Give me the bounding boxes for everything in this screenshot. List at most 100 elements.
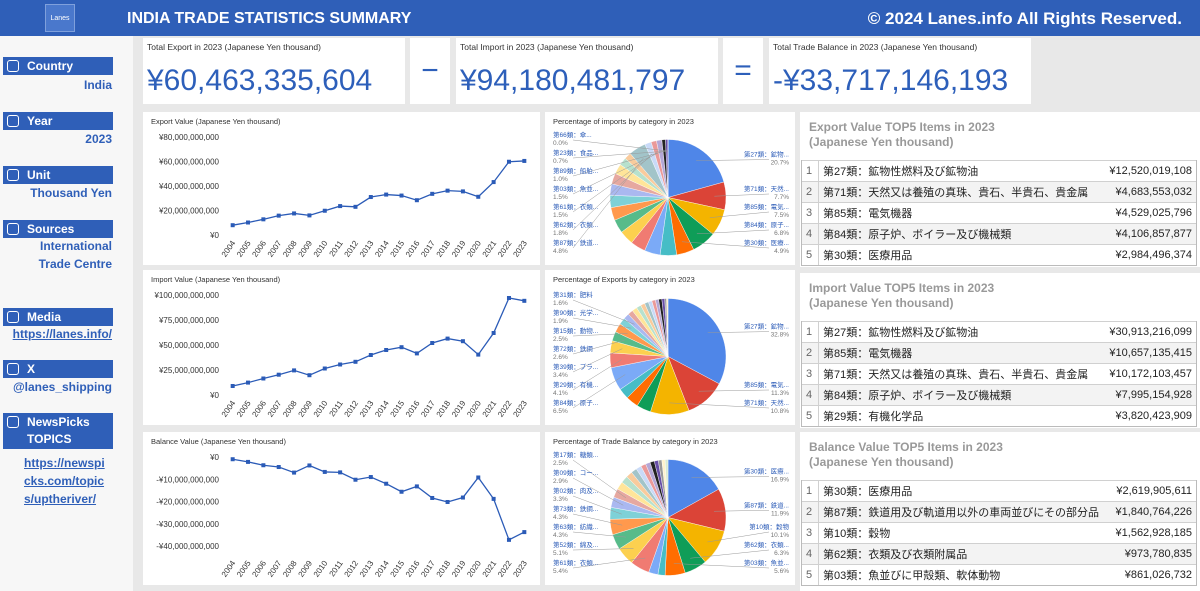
leader-line	[572, 150, 665, 177]
marker	[292, 368, 297, 373]
chart-title: Balance Value (Japanese Yen thousand)	[151, 437, 286, 446]
table-wrap: 1 第30類：医療用品 ¥2,619,905,611 2 第87類：鉄道用及び軌道用以外…	[801, 480, 1197, 586]
sidebar-label: X	[3, 360, 113, 378]
header-bar: Lanes INDIA TRADE STATISTICS SUMMARY © 2…	[0, 0, 1200, 36]
table-row: 4 第62類：衣類及び衣類附属品 ¥973,780,835	[802, 543, 1196, 565]
y-tick-label: -¥20,000,000,000	[156, 498, 219, 507]
marker	[522, 158, 527, 163]
leader-line	[713, 510, 770, 512]
leader-line	[572, 495, 622, 515]
sidebar-label: Sources	[3, 220, 113, 238]
marker	[353, 359, 358, 364]
leader-line	[572, 348, 623, 373]
pie-label: 第72類：鉄鋼	[553, 344, 593, 353]
pie-value-label: 1.8%	[553, 230, 568, 237]
pie-label: 第30類：医療...	[744, 238, 789, 247]
sidebar-link[interactable]: https://lanes.info/	[12, 327, 112, 341]
pie-value-label: 2.9%	[553, 478, 568, 485]
pie-value-label: 4.1%	[553, 390, 568, 397]
marker	[476, 475, 481, 480]
y-tick-label: ¥80,000,000,000	[158, 133, 220, 142]
leader-line	[707, 331, 770, 333]
kpi-label: Total Trade Balance in 2023 (Japanese Ye…	[773, 42, 978, 52]
value-cell: ¥7,995,154,928	[1102, 384, 1196, 406]
pie-label: 第85類：電気...	[744, 380, 789, 389]
chart-title: Export Value (Japanese Yen thousand)	[151, 117, 281, 126]
marker	[430, 341, 435, 345]
marker	[276, 213, 281, 218]
sidebar-link[interactable]: https://newspicks.com/topics/uptheriver/	[24, 456, 105, 506]
chart-card	[143, 270, 540, 425]
rank-cell: 1	[802, 160, 819, 182]
pie-slice	[666, 298, 669, 357]
rank-cell: 3	[802, 363, 819, 385]
marker	[414, 484, 419, 489]
marker	[368, 195, 373, 200]
marker	[414, 351, 419, 356]
pie-value-label: 4.3%	[553, 514, 568, 521]
rank-cell: 1	[802, 321, 819, 343]
table-row: 5 第29類：有機化学品 ¥3,820,423,909	[802, 405, 1196, 426]
name-cell: 第27類：鉱物性燃料及び鉱物油	[818, 321, 1103, 343]
pie-label: 第63類：紡織...	[553, 522, 598, 531]
marker	[261, 217, 266, 222]
value-cell: ¥1,840,764,226	[1109, 501, 1196, 523]
marker	[384, 348, 389, 352]
icon	[7, 60, 19, 72]
marker	[261, 376, 266, 381]
chart-title: Percentage of Trade Balance by category …	[553, 437, 718, 446]
pie-label: 第71類：天然...	[744, 184, 789, 193]
marker	[338, 204, 343, 209]
table-row: 5 第03類：魚並びに甲殻類、軟体動物 ¥861,026,732	[802, 564, 1196, 585]
name-cell: 第10類：穀物	[818, 522, 1110, 544]
pie-label: 第87類：鉄道...	[553, 238, 598, 247]
value-cell: ¥12,520,019,108	[1102, 160, 1196, 182]
name-cell: 第30類：医療用品	[818, 480, 1110, 502]
pie-value-label: 7.7%	[774, 194, 789, 201]
marker	[430, 495, 435, 500]
marker	[460, 495, 465, 500]
y-tick-label: ¥60,000,000,000	[158, 158, 220, 167]
marker	[230, 384, 235, 388]
pie-label: 第52類：綿及...	[553, 540, 598, 549]
pie-value-label: 20.7%	[771, 160, 790, 167]
top5-table: 1 第30類：医療用品 ¥2,619,905,611 2 第87類：鉄道用及び軌道用以外…	[802, 480, 1196, 585]
sidebar-label: Country	[3, 57, 113, 75]
value-cell: ¥973,780,835	[1109, 543, 1196, 565]
leader-line	[572, 374, 626, 409]
table-row: 1 第27類：鉱物性燃料及び鉱物油 ¥12,520,019,108	[802, 160, 1196, 182]
chart-title: Percentage of imports by category in 202…	[553, 117, 694, 126]
rank-cell: 3	[802, 202, 819, 224]
icon	[7, 311, 19, 323]
marker	[353, 204, 358, 209]
pie-value-label: 1.5%	[553, 212, 568, 219]
value-cell: ¥861,026,732	[1109, 564, 1196, 585]
kpi-card: Total Import in 2023 (Japanese Yen thous…	[456, 38, 718, 104]
marker	[460, 189, 465, 194]
leader-line	[572, 459, 627, 499]
pie-value-label: 5.6%	[774, 568, 789, 575]
leader-line	[572, 359, 622, 391]
kpi-label: Total Import in 2023 (Japanese Yen thous…	[460, 42, 634, 52]
value-cell: ¥4,106,857,877	[1102, 223, 1196, 245]
name-cell: 第03類：魚並びに甲殻類、軟体動物	[818, 564, 1110, 585]
marker	[322, 208, 327, 213]
marker	[430, 191, 435, 196]
pie-label: 第10類：穀物	[749, 522, 789, 531]
pie-value-label: 7.5%	[774, 212, 789, 219]
icon	[7, 115, 19, 127]
pie-value-label: 3.4%	[553, 372, 568, 379]
marker	[338, 362, 343, 367]
header-title: INDIA TRADE STATISTICS SUMMARY	[127, 10, 412, 27]
pie-label: 第27類：鉱物...	[744, 150, 789, 159]
rank-cell: 3	[802, 522, 819, 544]
pie-label: 第62類：衣類...	[744, 540, 789, 549]
leader-line	[572, 153, 653, 231]
pie-label: 第31類：肥料	[553, 290, 593, 299]
value-cell: ¥2,984,496,374	[1102, 244, 1196, 265]
marker	[476, 194, 481, 199]
sidebar-value: Thousand Yen	[30, 186, 112, 200]
value-cell: ¥3,820,423,909	[1102, 405, 1196, 426]
leader-line	[572, 339, 625, 355]
